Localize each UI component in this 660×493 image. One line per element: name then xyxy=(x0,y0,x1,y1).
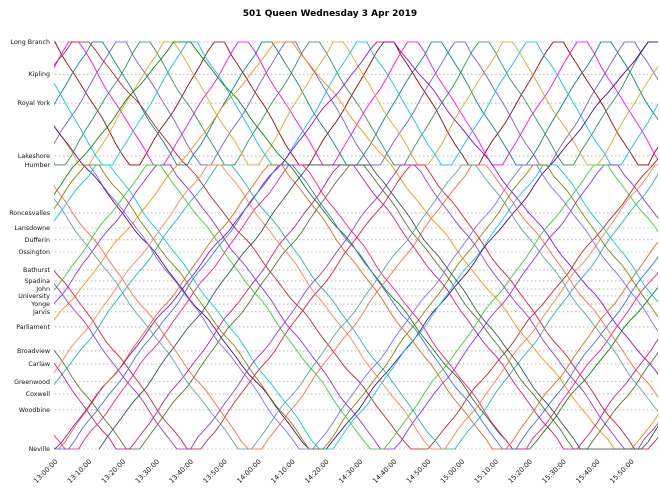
station-label: Jarvis xyxy=(32,309,50,316)
station-label: Roncesvalles xyxy=(9,210,50,217)
x-tick-label: 15:30:00 xyxy=(541,458,568,485)
trip-line xyxy=(54,164,658,450)
station-label: Spadina xyxy=(25,278,51,285)
gridlines-group xyxy=(55,41,655,450)
trip-line xyxy=(54,164,658,450)
x-tick-label: 13:30:00 xyxy=(134,458,161,485)
station-label: University xyxy=(18,293,50,300)
trip-line xyxy=(88,164,658,450)
x-tick-label: 14:30:00 xyxy=(337,458,364,485)
station-label: Neville xyxy=(29,446,51,453)
station-label: Coxwell xyxy=(26,391,51,398)
x-tick-label: 14:00:00 xyxy=(236,458,263,485)
trip-line xyxy=(54,164,658,450)
trip-line xyxy=(54,164,658,450)
x-tick-label: 15:50:00 xyxy=(608,458,635,485)
x-tick-label: 13:20:00 xyxy=(100,458,127,485)
trip-line xyxy=(54,164,658,450)
station-label: Lansdowne xyxy=(14,225,50,232)
x-tick-label: 13:10:00 xyxy=(66,458,93,485)
chart-title: 501 Queen Wednesday 3 Apr 2019 xyxy=(243,9,417,19)
trip-line xyxy=(54,164,658,450)
x-tick-label: 14:20:00 xyxy=(303,458,330,485)
station-label: Kipling xyxy=(29,71,50,78)
station-label: Royal York xyxy=(18,100,51,107)
x-tick-label: 14:50:00 xyxy=(405,458,432,485)
station-label: Ossington xyxy=(18,249,50,256)
station-label: John xyxy=(35,286,50,293)
x-tick-label: 15:20:00 xyxy=(507,458,534,485)
trip-line xyxy=(54,164,658,450)
station-label: Yonge xyxy=(30,301,50,308)
trip-line xyxy=(54,41,658,166)
trips-group xyxy=(54,41,658,450)
station-label: Humber xyxy=(25,162,51,169)
x-tick-label: 15:00:00 xyxy=(439,458,466,485)
trip-line xyxy=(98,164,658,450)
station-labels-group: Long Branch Kipling Royal York Lakeshore Hum… xyxy=(9,39,50,453)
trip-line xyxy=(54,41,658,166)
trip-line xyxy=(57,164,658,450)
station-label: Parliament xyxy=(16,324,50,331)
trip-line xyxy=(54,41,658,450)
trip-line xyxy=(54,41,658,450)
x-tick-label: 13:00:00 xyxy=(32,458,59,485)
trip-line xyxy=(54,164,658,450)
x-tick-label: 14:40:00 xyxy=(371,458,398,485)
station-label: Bathurst xyxy=(23,267,50,274)
x-tick-label: 15:10:00 xyxy=(473,458,500,485)
station-label: Broadview xyxy=(17,348,50,355)
station-label: Dufferin xyxy=(25,237,50,244)
trip-line xyxy=(54,164,658,450)
station-label: Long Branch xyxy=(11,39,50,46)
trip-line xyxy=(54,41,658,166)
x-tick-labels-group: 13:00:00 13:10:00 13:20:00 13:30:00 13:40:00… xyxy=(32,458,636,485)
x-tick-label: 15:40:00 xyxy=(575,458,602,485)
trip-line xyxy=(54,164,658,450)
trip-line xyxy=(54,164,658,450)
trip-line xyxy=(54,164,658,450)
trip-line xyxy=(54,164,658,450)
x-tick-label: 13:40:00 xyxy=(168,458,195,485)
station-label: Carlaw xyxy=(28,361,50,368)
station-label: Lakeshore xyxy=(18,153,50,160)
station-label: Woodbine xyxy=(19,407,50,414)
station-label: Greenwood xyxy=(14,379,50,386)
trip-line xyxy=(54,41,658,166)
trip-line xyxy=(54,41,658,166)
x-tick-label: 14:10:00 xyxy=(269,458,296,485)
x-tick-label: 13:50:00 xyxy=(202,458,229,485)
trip-line xyxy=(54,164,658,450)
